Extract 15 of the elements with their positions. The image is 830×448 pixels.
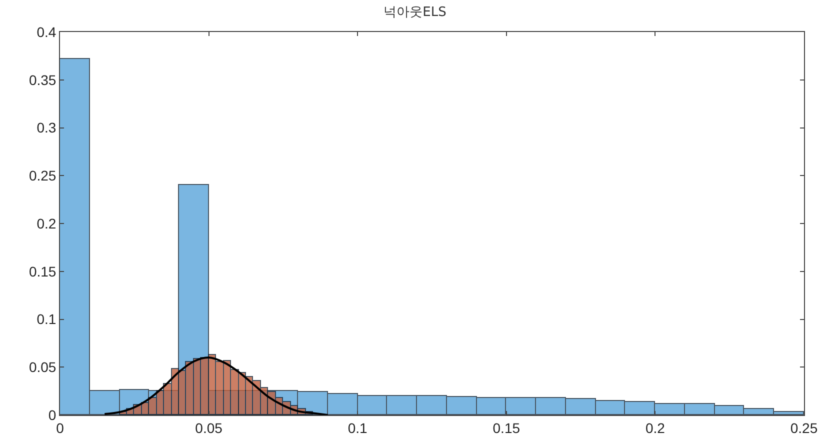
y-tick-label: 0.3 <box>36 120 56 136</box>
y-tick-label: 0 <box>48 406 56 423</box>
chart-title: 넉아웃ELS <box>384 4 446 20</box>
y-tick-label: 0.4 <box>36 24 56 40</box>
y-tick-label: 0.1 <box>36 311 56 328</box>
x-tick-label: 0.05 <box>195 420 223 436</box>
y-tick-label: 0.35 <box>28 72 56 88</box>
y-tick-label: 0.2 <box>36 215 56 232</box>
x-tick-label: 0.2 <box>645 420 666 436</box>
y-tick-label: 0.15 <box>28 263 56 280</box>
y-tick-label: 0.25 <box>28 168 56 184</box>
y-tick-label: 0.05 <box>28 359 56 376</box>
x-tick-label: 0.15 <box>492 420 520 436</box>
x-tick-label: 0.1 <box>348 420 368 436</box>
x-tick-label: 0.25 <box>790 420 818 436</box>
